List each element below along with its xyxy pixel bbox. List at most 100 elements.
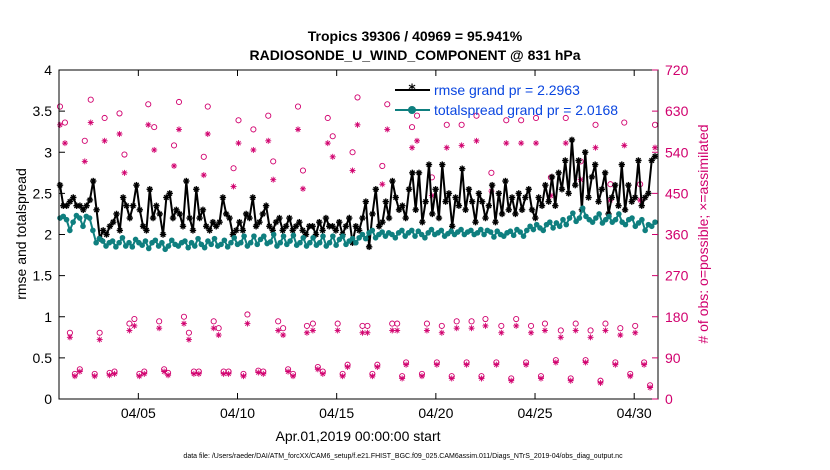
assimilated-obs-point xyxy=(171,162,178,169)
rmse-point xyxy=(199,206,207,214)
asterisk-stroke xyxy=(133,182,140,188)
asterisk-stroke xyxy=(588,334,593,340)
rmse-point xyxy=(292,223,300,230)
asterisk-stroke xyxy=(549,174,555,180)
asterisk-stroke xyxy=(476,190,482,197)
asterisk-stroke xyxy=(191,371,197,377)
asterisk-stroke xyxy=(452,194,459,201)
totalspread-point xyxy=(241,233,247,239)
rmse-point xyxy=(419,218,426,226)
assimilated-obs-point xyxy=(200,172,207,179)
asterisk-stroke xyxy=(509,194,515,201)
asterisk-stroke xyxy=(645,190,652,197)
asterisk-stroke xyxy=(585,194,592,201)
assimilated-obs-point xyxy=(156,325,163,332)
asterisk-stroke xyxy=(330,154,336,160)
totalspread-point xyxy=(287,238,293,244)
assimilated-obs-point xyxy=(597,380,604,387)
totalspread-point xyxy=(231,234,238,241)
rmse-point xyxy=(452,194,459,201)
assimilated-obs-point xyxy=(309,327,316,334)
rmse-point xyxy=(465,186,473,193)
asterisk-stroke xyxy=(226,371,232,377)
asterisk-stroke xyxy=(399,202,406,209)
totalspread-point xyxy=(63,216,70,223)
rmse-point xyxy=(176,210,183,218)
asterisk-stroke xyxy=(539,202,545,209)
rmse-point xyxy=(545,198,552,205)
y-axis-left-label: rmse and totalspread xyxy=(13,168,29,300)
rmse-point xyxy=(512,210,519,218)
asterisk-stroke xyxy=(183,178,190,184)
possible-obs-point xyxy=(81,137,88,144)
asterisk-stroke xyxy=(419,219,426,225)
totalspread-point xyxy=(547,219,553,225)
possible-obs-point xyxy=(324,114,331,122)
assimilated-obs-point xyxy=(165,372,172,379)
totalspread-point xyxy=(510,232,517,239)
asterisk-stroke xyxy=(432,186,439,192)
asterisk-stroke xyxy=(602,170,608,176)
rmse-point xyxy=(572,181,579,189)
asterisk-stroke xyxy=(147,186,153,192)
asterisk-stroke xyxy=(245,321,250,327)
assimilated-obs-point xyxy=(324,140,331,147)
assimilated-obs-point xyxy=(265,137,272,144)
assimilated-obs-point xyxy=(280,332,287,339)
asterisk-stroke xyxy=(379,181,385,187)
rmse-point xyxy=(635,157,642,164)
asterisk-stroke xyxy=(555,170,562,176)
assimilated-obs-point xyxy=(478,375,485,382)
totalspread-point xyxy=(359,231,366,238)
assimilated-obs-point xyxy=(612,361,619,368)
totalspread-point xyxy=(221,237,228,244)
assimilated-obs-point xyxy=(334,327,341,334)
rmse-point xyxy=(392,194,399,201)
y-left-tick-label: 3.5 xyxy=(33,103,53,119)
totalspread-point xyxy=(247,239,254,246)
asterisk-stroke xyxy=(223,211,229,217)
asterisk-stroke xyxy=(619,161,625,168)
rmse-point xyxy=(355,227,363,234)
totalspread-point xyxy=(254,241,261,248)
rmse-point xyxy=(93,206,100,214)
rmse-point xyxy=(618,161,625,168)
asterisk-stroke xyxy=(221,371,227,377)
asterisk-stroke xyxy=(595,198,602,205)
x-axis-label: Apr.01,2019 00:00:00 start xyxy=(275,428,440,444)
assimilated-obs-point xyxy=(359,329,366,336)
asterisk-stroke xyxy=(131,323,137,329)
asterisk-stroke xyxy=(126,328,132,333)
rmse-point xyxy=(515,190,522,197)
y-left-tick-label: 2.5 xyxy=(33,185,53,201)
asterisk-stroke xyxy=(383,198,389,205)
asterisk-stroke xyxy=(469,325,474,331)
rmse-point xyxy=(425,161,433,168)
asterisk-stroke xyxy=(156,211,163,217)
totalspread-point xyxy=(589,219,596,225)
y-left-tick-label: 0 xyxy=(44,391,52,407)
x-tick-label: 04/10 xyxy=(220,405,255,421)
possible-obs-point xyxy=(151,124,158,131)
totalspread-point xyxy=(211,235,218,242)
assimilated-obs-point xyxy=(204,130,211,137)
asterisk-stroke xyxy=(110,219,116,225)
asterisk-stroke xyxy=(474,138,479,144)
possible-obs-point xyxy=(562,114,569,122)
y-left-tick-label: 1.5 xyxy=(33,268,53,284)
possible-obs-point xyxy=(384,101,391,108)
assimilated-obs-point xyxy=(220,370,227,377)
totalspread-point xyxy=(520,233,527,239)
asterisk-stroke xyxy=(462,207,469,213)
rmse-point xyxy=(70,194,77,201)
asterisk-stroke xyxy=(523,362,529,368)
totalspread-point xyxy=(218,241,224,248)
asterisk-stroke xyxy=(563,140,569,146)
asterisk-stroke xyxy=(243,211,249,217)
totalspread-point xyxy=(300,234,307,241)
asterisk-stroke xyxy=(112,371,117,377)
asterisk-stroke xyxy=(181,321,187,327)
possible-obs-point xyxy=(621,119,628,126)
assimilated-obs-point xyxy=(303,329,310,336)
